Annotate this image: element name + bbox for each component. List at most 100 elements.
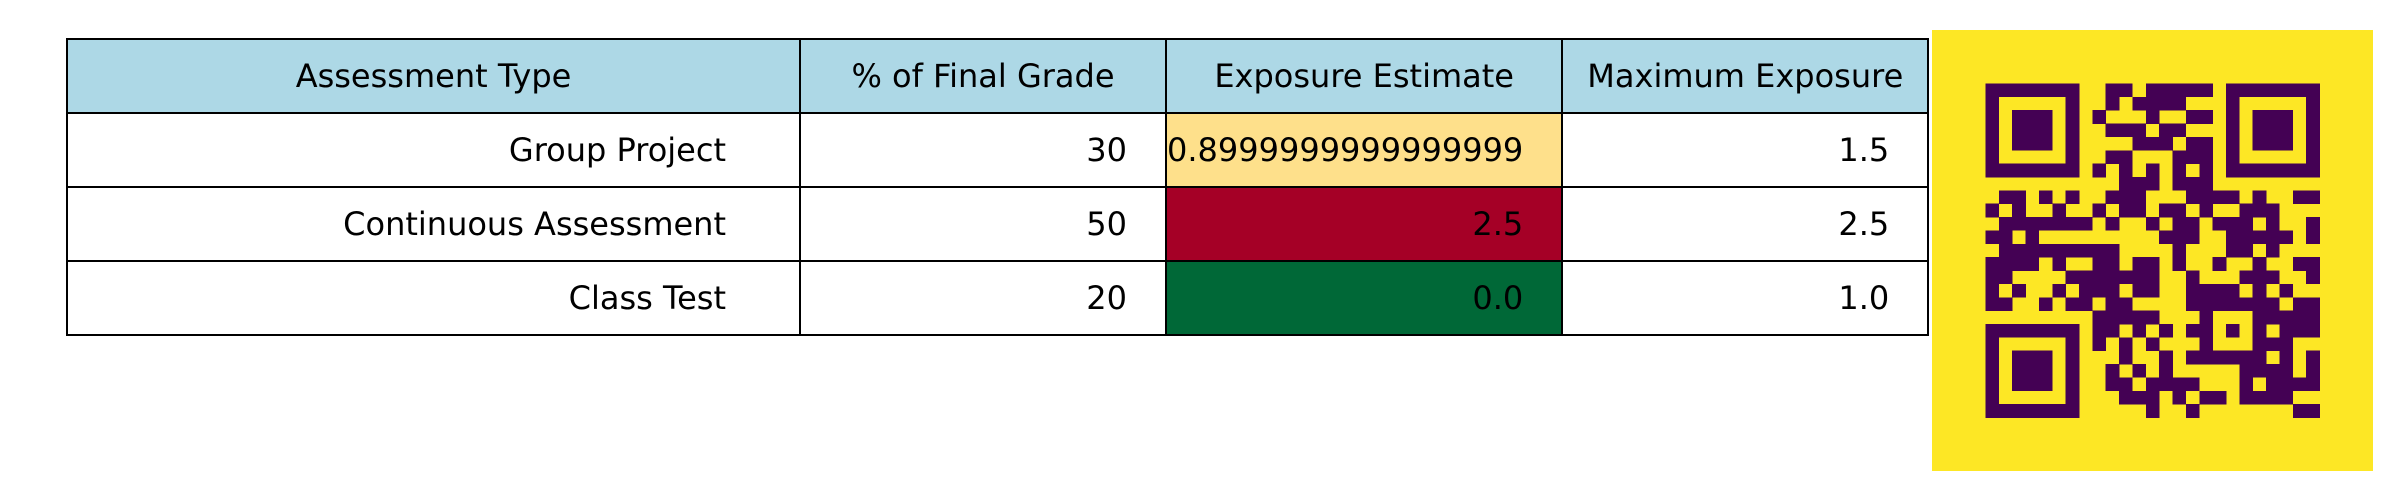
qr-module (2185, 190, 2200, 204)
qr-module (2172, 390, 2187, 405)
qr-module (2105, 96, 2120, 111)
qr-module (2199, 310, 2213, 325)
qr-module (2145, 83, 2160, 98)
qr-module (2145, 404, 2160, 418)
qr-module (2172, 150, 2187, 164)
qr-module (2012, 190, 2026, 204)
qr-module (2306, 96, 2320, 111)
qr-module (2266, 297, 2280, 311)
qr-module (2306, 324, 2320, 338)
qr-module (2025, 110, 2040, 124)
qr-module (2145, 377, 2160, 392)
qr-module (2145, 217, 2160, 231)
qr-module (1985, 390, 2000, 405)
qr-module (2185, 83, 2200, 98)
qr-module (2279, 310, 2294, 325)
qr-module (2012, 324, 2026, 338)
qr-module (2199, 163, 2213, 178)
qr-module (2199, 203, 2213, 218)
qr-module (2132, 364, 2147, 378)
qr-module (2266, 163, 2280, 178)
header-assessment-type: Assessment Type (66, 38, 801, 114)
qr-module (1998, 297, 2013, 311)
qr-module (1985, 270, 2000, 285)
qr-module (2105, 270, 2120, 285)
qr-module (2092, 110, 2106, 124)
qr-module (2119, 150, 2133, 164)
qr-module (2306, 136, 2320, 151)
qr-module (2252, 297, 2267, 311)
qr-module (1985, 404, 2000, 418)
qr-module (2185, 404, 2200, 418)
qr-module (2252, 123, 2267, 138)
qr-module (2079, 243, 2093, 258)
qr-module (2266, 390, 2280, 405)
qr-module (2266, 337, 2280, 351)
qr-module (2159, 123, 2173, 138)
qr-module (2132, 203, 2147, 218)
qr-module (2199, 390, 2213, 405)
qr-module (2306, 270, 2320, 285)
qr-module (2226, 123, 2240, 138)
qr-module (1985, 150, 2000, 164)
qr-module (2092, 243, 2106, 258)
qr-module (2226, 350, 2240, 365)
qr-module (2145, 257, 2160, 271)
qr-module (2199, 150, 2213, 164)
qr-module (2012, 217, 2026, 231)
qr-module (2132, 270, 2147, 285)
qr-module (2226, 297, 2240, 311)
qr-module (2105, 243, 2120, 258)
qr-module (2199, 110, 2213, 124)
qr-module (2252, 283, 2267, 298)
table-row: Continuous Assessment 50 2.5 2.5 (66, 186, 1930, 262)
qr-module (1985, 203, 2000, 218)
qr-module (2185, 324, 2200, 338)
qr-module (2279, 110, 2294, 124)
qr-module (2239, 390, 2253, 405)
qr-module (2292, 163, 2307, 178)
qr-module (2279, 83, 2294, 98)
qr-module (2065, 83, 2080, 98)
qr-module (2212, 297, 2227, 311)
cell-percent-final-grade: 50 (799, 186, 1167, 262)
qr-module (2038, 377, 2053, 392)
cell-percent-final-grade: 20 (799, 260, 1167, 336)
qr-module (1985, 350, 2000, 365)
qr-module (2145, 337, 2160, 351)
qr-module (2266, 217, 2280, 231)
qr-module (2266, 230, 2280, 245)
qr-module (2065, 270, 2080, 285)
qr-module (2252, 190, 2267, 204)
qr-module (2185, 297, 2200, 311)
qr-module (2105, 310, 2120, 325)
qr-module (2172, 163, 2187, 178)
qr-module (2239, 377, 2253, 392)
qr-module (2079, 283, 2093, 298)
qr-module (2065, 190, 2080, 204)
qr-module (2199, 324, 2213, 338)
qr-module (2065, 297, 2080, 311)
qr-module (2226, 163, 2240, 178)
qr-module (2038, 364, 2053, 378)
qr-module (2212, 257, 2227, 271)
qr-module (2052, 203, 2066, 218)
qr-module (2239, 203, 2253, 218)
qr-module (2226, 283, 2240, 298)
cell-maximum-exposure: 1.5 (1561, 112, 1930, 188)
qr-module (2199, 83, 2213, 98)
qr-module (2012, 163, 2026, 178)
qr-module (2185, 230, 2200, 245)
qr-module (2212, 283, 2227, 298)
qr-module (2266, 270, 2280, 285)
qr-module (2052, 283, 2066, 298)
qr-module (2252, 390, 2267, 405)
qr-module (2119, 270, 2133, 285)
qr-module (2145, 390, 2160, 405)
qr-module (2119, 177, 2133, 191)
qr-module (2252, 270, 2267, 285)
qr-module (2105, 257, 2120, 271)
qr-module (2292, 404, 2307, 418)
qr-module (2052, 404, 2066, 418)
qr-module (2279, 123, 2294, 138)
